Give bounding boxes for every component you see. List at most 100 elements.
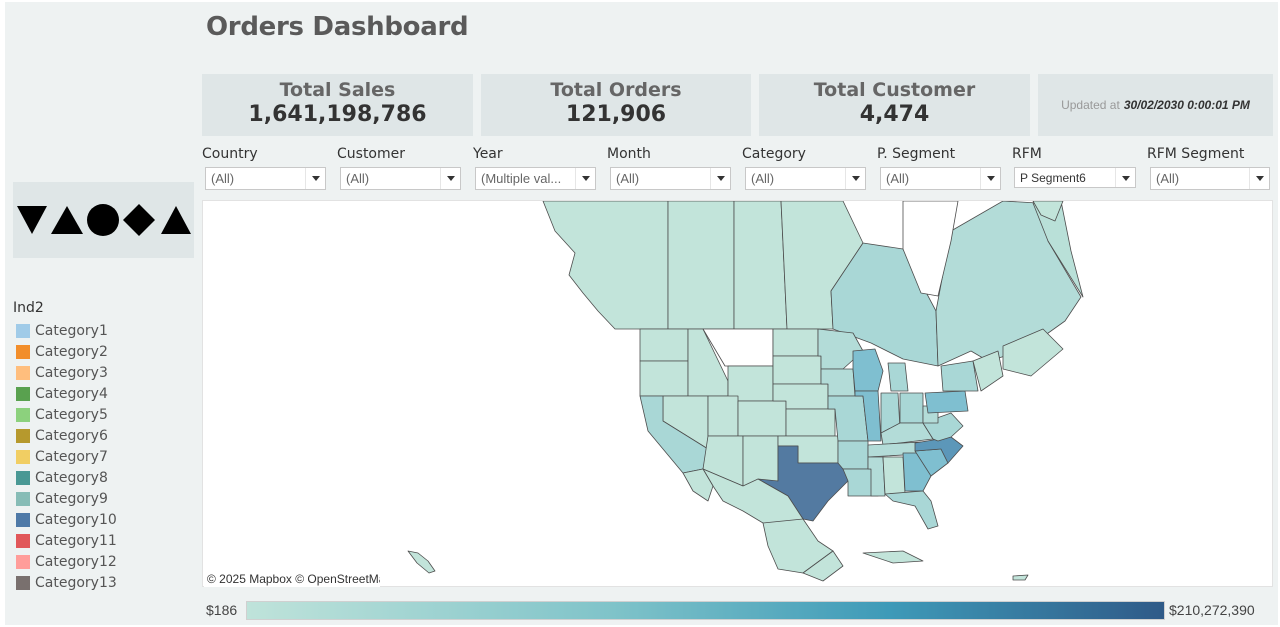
kpi-total-sales: Total Sales 1,641,198,786 — [202, 74, 473, 136]
filter-category-label: Category — [742, 146, 806, 162]
legend-label: Category9 — [35, 490, 108, 507]
dashboard-title: Orders Dashboard — [206, 12, 469, 42]
legend-swatch — [16, 491, 30, 506]
chevron-down-icon[interactable] — [305, 168, 325, 189]
chevron-down-icon[interactable] — [1115, 168, 1135, 187]
filter-year-label: Year — [473, 146, 503, 162]
map-region-new-england — [972, 350, 1004, 392]
kpi-total-customer: Total Customer 4,474 — [759, 74, 1030, 136]
chevron-down-icon[interactable] — [440, 168, 460, 189]
filter-customer-label: Customer — [337, 146, 406, 162]
legend-item[interactable]: Category12 — [16, 551, 117, 572]
map-attribution[interactable]: © 2025 Mapbox © OpenStreetMap — [204, 572, 380, 587]
chevron-down-icon[interactable] — [845, 168, 865, 189]
chevron-down-icon[interactable] — [980, 168, 1000, 189]
updated-at-panel: Updated at 30/02/2030 0:00:01 PM — [1038, 74, 1273, 136]
legend-label: Category4 — [35, 385, 108, 402]
choropleth-map[interactable] — [202, 200, 1273, 587]
legend-item[interactable]: Category5 — [16, 404, 108, 425]
legend-swatch — [16, 470, 30, 485]
filter-customer-value: (All) — [346, 171, 370, 186]
filter-p-segment-label: P. Segment — [877, 146, 956, 162]
legend-item[interactable]: Category3 — [16, 362, 108, 383]
kpi-value: 1,641,198,786 — [248, 102, 427, 127]
filter-country-value: (All) — [211, 171, 235, 186]
filter-rfm-segment-value: (All) — [1156, 171, 1180, 186]
map-region-arkansas — [837, 440, 869, 470]
chevron-down-icon[interactable] — [710, 168, 730, 189]
kpi-value: 121,906 — [565, 102, 667, 127]
legend-item[interactable]: Category4 — [16, 383, 108, 404]
color-scale-max: $210,272,390 — [1169, 602, 1255, 618]
legend-item[interactable]: Category6 — [16, 425, 108, 446]
legend-title: Ind2 — [13, 300, 44, 316]
color-scale-min: $186 — [206, 602, 238, 618]
legend-swatch — [16, 344, 30, 359]
updated-at-label: Updated at — [1061, 98, 1120, 112]
legend-label: Category5 — [35, 406, 108, 423]
map-region-washington — [639, 328, 689, 362]
filter-rfm-segment-label: RFM Segment — [1147, 146, 1245, 162]
map-region-puerto-rico — [1012, 574, 1029, 581]
legend-item[interactable]: Category7 — [16, 446, 108, 467]
legend-swatch — [16, 323, 30, 338]
map-region-hawaii — [407, 550, 436, 574]
legend-swatch — [16, 554, 30, 569]
filter-year-value: (Multiple val... — [481, 171, 562, 186]
map-region-kansas — [785, 408, 836, 437]
map-region-new-mexico — [742, 435, 779, 487]
legend-item[interactable]: Category2 — [16, 341, 108, 362]
map-region-michigan — [887, 362, 909, 392]
filter-customer-dropdown[interactable]: (All) — [340, 167, 461, 190]
map-region-central-america — [802, 550, 844, 582]
map-region-south-dakota — [772, 355, 822, 385]
map-region-british-columbia — [542, 201, 669, 330]
kpi-label: Total Customer — [813, 79, 976, 101]
filter-rfm-value: P Segment6 — [1020, 171, 1086, 185]
legend-item[interactable]: Category8 — [16, 467, 108, 488]
map-region-north-dakota — [772, 328, 819, 357]
map-region-colorado — [737, 400, 787, 437]
map-region-florida — [884, 490, 939, 530]
legend-item[interactable]: Category11 — [16, 530, 117, 551]
filter-rfm-segment-dropdown[interactable]: (All) — [1150, 167, 1270, 190]
chevron-down-icon[interactable] — [1249, 168, 1269, 189]
filter-category-dropdown[interactable]: (All) — [745, 167, 866, 190]
legend-item[interactable]: Category1 — [16, 320, 108, 341]
filter-rfm-label: RFM — [1012, 146, 1042, 162]
map-region-ohio — [899, 392, 924, 424]
map-region-alabama — [882, 456, 906, 495]
kpi-value: 4,474 — [859, 102, 930, 127]
legend-swatch — [16, 533, 30, 548]
chevron-down-icon[interactable] — [575, 168, 595, 189]
kpi-total-orders: Total Orders 121,906 — [481, 74, 751, 136]
map-region-utah — [707, 395, 739, 437]
filter-month-value: (All) — [616, 171, 640, 186]
map-canvas[interactable] — [203, 201, 1273, 587]
legend-label: Category6 — [35, 427, 108, 444]
kpi-label: Total Orders — [550, 79, 682, 101]
filter-year-dropdown[interactable]: (Multiple val... — [475, 167, 596, 190]
filter-p-segment-dropdown[interactable]: (All) — [880, 167, 1001, 190]
map-region-baja-california — [682, 468, 714, 502]
map-water-hudson-bay — [902, 201, 959, 297]
legend-label: Category2 — [35, 343, 108, 360]
kpi-label: Total Sales — [279, 79, 396, 101]
legend-swatch — [16, 386, 30, 401]
legend-label: Category8 — [35, 469, 108, 486]
legend-label: Category10 — [35, 511, 117, 528]
legend-item[interactable]: Category10 — [16, 509, 117, 530]
legend-swatch — [16, 365, 30, 380]
logo-shapes-icon — [17, 204, 191, 236]
map-region-louisiana — [842, 468, 879, 497]
legend-swatch — [16, 449, 30, 464]
map-region-alberta — [667, 201, 735, 330]
map-region-maritimes — [1002, 328, 1064, 377]
legend-item[interactable]: Category13 — [16, 572, 117, 593]
filter-month-dropdown[interactable]: (All) — [610, 167, 731, 190]
filter-country-dropdown[interactable]: (All) — [205, 167, 326, 190]
legend-item[interactable]: Category9 — [16, 488, 108, 509]
legend-swatch — [16, 512, 30, 527]
map-region-illinois — [854, 390, 882, 442]
filter-rfm-dropdown[interactable]: P Segment6 — [1014, 167, 1136, 188]
